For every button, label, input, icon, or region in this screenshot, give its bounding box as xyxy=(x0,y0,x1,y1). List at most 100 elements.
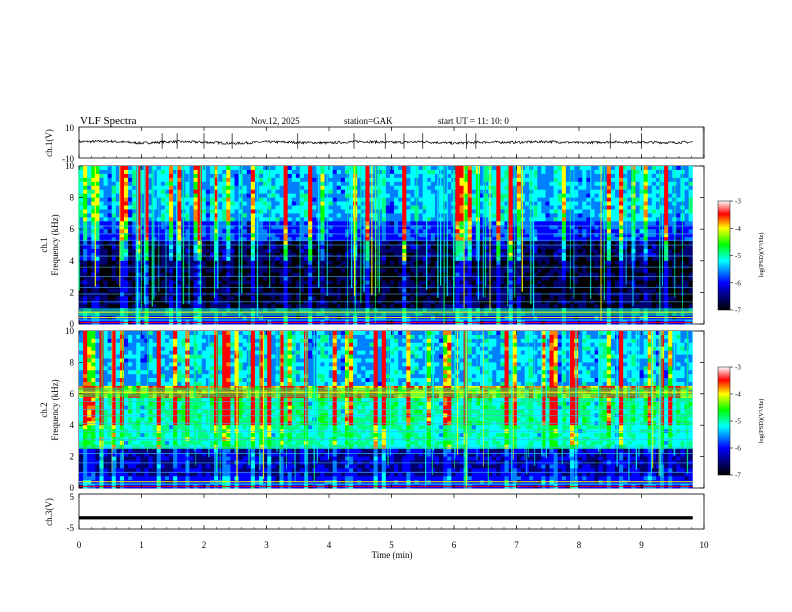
spectrogram-cell xyxy=(426,237,432,242)
spectrogram-cell xyxy=(320,193,325,198)
spectrogram-cell xyxy=(218,272,223,277)
spectrogram-cell xyxy=(226,268,231,274)
spectrogram-cell xyxy=(398,205,403,210)
spectrogram-cell xyxy=(119,229,125,234)
spectrogram-cell xyxy=(140,272,145,277)
spectrogram-cell xyxy=(169,181,174,187)
spectrogram-cell xyxy=(365,197,370,202)
spectrogram-cell xyxy=(160,217,166,222)
spectrogram-cell xyxy=(263,177,268,183)
spectrogram-cell xyxy=(136,209,141,214)
spectrogram-cell xyxy=(295,209,301,214)
spectrogram-cell xyxy=(242,284,248,289)
spectrogram-cell xyxy=(484,296,489,301)
spectrogram-cell xyxy=(299,284,305,289)
spectrogram-cell xyxy=(275,197,280,202)
spectrogram-cell xyxy=(308,260,313,266)
spectrogram-cell xyxy=(434,241,440,246)
spectrogram-cell xyxy=(557,197,563,202)
spectrogram-cell xyxy=(398,185,403,191)
spectrogram-cell xyxy=(299,229,305,234)
spectrogram-cell xyxy=(107,256,113,262)
spectrogram-cell xyxy=(312,296,317,301)
spectrogram-cell xyxy=(250,193,256,198)
spectrogram-cell xyxy=(209,193,215,198)
spectrogram-cell xyxy=(222,169,227,175)
spectrogram-cell xyxy=(283,177,289,183)
spectrogram-cell xyxy=(565,288,571,293)
spectrogram-cell xyxy=(164,284,170,289)
spectrogram-cell xyxy=(533,284,538,289)
spectrogram-cell xyxy=(173,166,178,171)
spectrogram-cell xyxy=(140,229,145,234)
spectrogram-cell xyxy=(124,272,129,277)
spectrogram-cell xyxy=(193,173,199,179)
spectrogram-cell xyxy=(234,205,239,210)
spectrogram-cell xyxy=(234,241,239,246)
spectrogram-cell xyxy=(500,193,505,198)
spectrogram-cell xyxy=(111,197,117,202)
spectrogram-cell xyxy=(214,260,219,266)
spectrogram-cell xyxy=(516,166,522,171)
spectrogram-cell xyxy=(389,268,395,274)
spectrogram-cell xyxy=(496,248,501,254)
spectrogram-cell xyxy=(492,229,497,234)
spectrogram-cell xyxy=(218,248,223,254)
spectrogram-cell xyxy=(328,280,334,285)
spectrogram-cell xyxy=(545,201,550,206)
spectrogram-cell xyxy=(484,173,489,179)
spectrogram-cell xyxy=(422,205,428,210)
spectrogram-cell xyxy=(136,252,141,258)
spectrogram-cell xyxy=(422,256,428,262)
spectrogram-cell xyxy=(91,221,96,226)
spectrogram-cell xyxy=(455,166,460,171)
spectrogram-cell xyxy=(578,284,583,289)
spectrogram-cell xyxy=(209,272,215,277)
spectrogram-cell xyxy=(107,272,113,277)
spectrogram-cell xyxy=(537,288,542,293)
spectrogram-cell xyxy=(291,209,297,214)
spectrogram-cell xyxy=(95,245,100,250)
spectrogram-cell xyxy=(500,177,505,183)
spectrogram-cell xyxy=(570,252,575,258)
spectrogram-cell xyxy=(193,189,199,195)
spectrogram-cell xyxy=(365,296,370,301)
spectrogram-cell xyxy=(381,177,387,183)
spectrogram-cell xyxy=(508,213,514,218)
spectrogram-cell xyxy=(578,316,583,321)
spectrogram-cell xyxy=(169,169,174,175)
spectrogram-cell xyxy=(492,209,497,214)
spectrogram-cell xyxy=(164,221,170,226)
spectrogram-cell xyxy=(128,189,133,195)
spectrogram-cell xyxy=(299,177,305,183)
spectrogram-cell xyxy=(132,197,137,202)
spectrogram-cell xyxy=(402,197,407,202)
spectrogram-cell xyxy=(410,169,415,175)
spectrogram-cell xyxy=(459,233,465,238)
spectrogram-cell xyxy=(578,189,583,195)
spectrogram-cell xyxy=(136,316,141,321)
spectrogram-cell xyxy=(218,201,223,206)
spectrogram-cell xyxy=(279,229,284,234)
spectrogram-cell xyxy=(394,225,399,230)
spectrogram-cell xyxy=(87,276,92,281)
spectrogram-cell xyxy=(430,272,436,277)
spectrogram-cell xyxy=(259,213,264,218)
spectrogram-cell xyxy=(304,201,309,206)
spectrogram-cell xyxy=(512,296,518,301)
spectrogram-cell xyxy=(173,217,178,222)
spectrogram-cell xyxy=(578,193,583,198)
spectrogram-cell xyxy=(541,276,546,281)
spectrogram-cell xyxy=(520,292,526,297)
spectrogram-cell xyxy=(234,166,239,171)
spectrogram-cell xyxy=(541,268,546,274)
spectrogram-cell xyxy=(275,229,280,234)
spectrogram-cell xyxy=(312,248,317,254)
spectrogram-cell xyxy=(508,189,514,195)
spectrogram-cell xyxy=(398,189,403,195)
spectrogram-cell xyxy=(169,201,174,206)
spectrogram-cell xyxy=(443,268,448,274)
spectrogram-cell xyxy=(95,217,100,222)
spectrogram-cell xyxy=(402,205,407,210)
spectrogram-cell xyxy=(299,272,305,277)
